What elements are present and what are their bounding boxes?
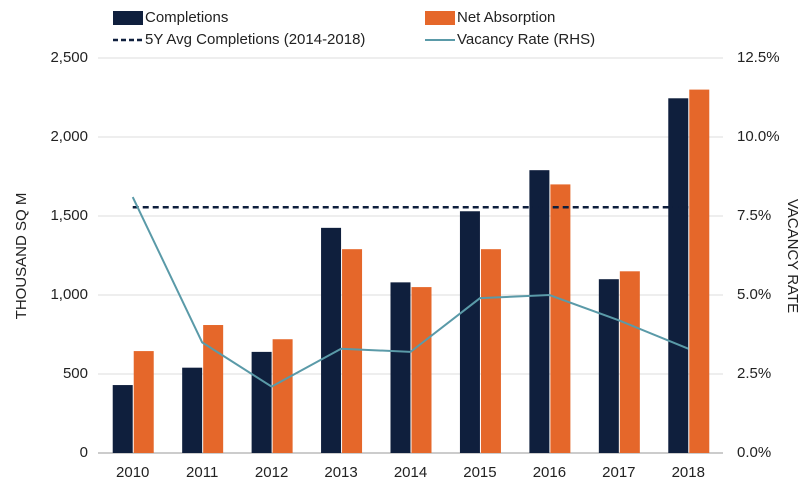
x-tick-label: 2016	[533, 464, 566, 481]
y2-tick-label: 0.0%	[737, 444, 771, 461]
bar	[459, 211, 480, 453]
legend-label: Vacancy Rate (RHS)	[457, 31, 595, 48]
bar	[480, 249, 501, 453]
bar	[529, 170, 550, 453]
y-tick-label: 2,000	[50, 128, 88, 145]
x-tick-label: 2017	[602, 464, 635, 481]
y-tick-label: 2,500	[50, 49, 88, 66]
legend-swatch	[425, 11, 455, 25]
y2-axis-title: VACANCY RATE	[784, 199, 801, 313]
legend-label: Completions	[145, 9, 228, 26]
bar	[390, 282, 411, 453]
x-tick-label: 2018	[672, 464, 705, 481]
y2-tick-label: 10.0%	[737, 128, 780, 145]
bar	[619, 271, 640, 453]
y2-tick-label: 2.5%	[737, 365, 771, 382]
x-tick-label: 2014	[394, 464, 427, 481]
legend-swatch	[113, 11, 143, 25]
x-tick-label: 2011	[186, 464, 218, 481]
bar	[598, 279, 619, 453]
bar	[411, 287, 432, 453]
bar	[203, 325, 224, 453]
y2-tick-label: 5.0%	[737, 286, 771, 303]
y-tick-label: 1,000	[50, 286, 88, 303]
bar	[342, 249, 363, 453]
x-tick-label: 2015	[463, 464, 496, 481]
y2-tick-label: 12.5%	[737, 49, 780, 66]
bar	[182, 367, 203, 453]
bar	[689, 89, 710, 453]
bar	[668, 98, 689, 453]
x-tick-label: 2013	[324, 464, 357, 481]
legend-label: 5Y Avg Completions (2014-2018)	[145, 31, 365, 48]
y-tick-label: 1,500	[50, 207, 88, 224]
y-tick-label: 0	[80, 444, 88, 461]
y-tick-label: 500	[63, 365, 88, 382]
y2-tick-label: 7.5%	[737, 207, 771, 224]
legend-label: Net Absorption	[457, 9, 555, 26]
bar	[112, 385, 133, 453]
bar	[321, 227, 342, 453]
bar	[251, 351, 272, 453]
y-axis-title: THOUSAND SQ M	[13, 193, 30, 320]
bar	[550, 184, 571, 453]
bar	[133, 351, 154, 453]
x-tick-label: 2010	[116, 464, 149, 481]
line-series	[131, 196, 689, 388]
bar	[272, 339, 293, 453]
x-tick-label: 2012	[255, 464, 288, 481]
